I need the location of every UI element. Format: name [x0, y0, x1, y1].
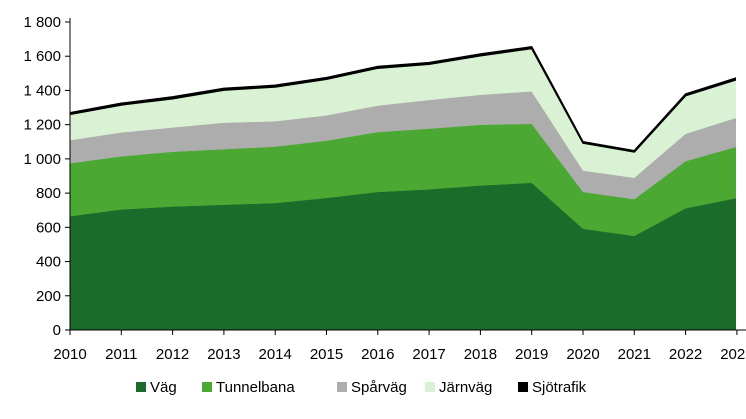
- series-areas: [70, 45, 736, 331]
- legend: Väg Tunnelbana Spårväg Järnväg Sjötrafik: [136, 379, 587, 396]
- legend-label: Väg: [150, 379, 177, 396]
- x-tick-label: 2015: [310, 346, 343, 363]
- legend-label: Spårväg: [351, 379, 407, 396]
- x-tick-label: 2022: [669, 346, 702, 363]
- x-tick-label: 2017: [412, 346, 445, 363]
- legend-label: Sjötrafik: [532, 379, 587, 396]
- legend-item: Sjötrafik: [518, 379, 587, 396]
- x-tick-label: 2016: [361, 346, 394, 363]
- area-series-5: [70, 45, 736, 153]
- legend-swatch: [425, 382, 435, 392]
- legend-swatch: [136, 382, 146, 392]
- x-tick-label: 2019: [515, 346, 548, 363]
- axes: [69, 18, 746, 331]
- legend-item: Tunnelbana: [202, 379, 295, 396]
- legend-label: Tunnelbana: [216, 379, 295, 396]
- legend-swatch: [337, 382, 347, 392]
- legend-swatch: [518, 382, 528, 392]
- legend-swatch: [202, 382, 212, 392]
- x-tick-label: 2014: [259, 346, 292, 363]
- y-tick-label: 1 400: [23, 82, 61, 99]
- y-tick-label: 800: [36, 185, 61, 202]
- x-tick-label: 2013: [207, 346, 240, 363]
- legend-item: Spårväg: [337, 379, 407, 396]
- y-tick-label: 0: [53, 322, 61, 339]
- x-tick-label: 2010: [53, 346, 86, 363]
- y-tick-label: 1 000: [23, 151, 61, 168]
- x-tick-label: 2012: [156, 346, 189, 363]
- x-tick-label: 2018: [464, 346, 497, 363]
- x-tick-label: 2011: [105, 346, 137, 363]
- y-tick-label: 1 200: [23, 117, 61, 134]
- legend-label: Järnväg: [439, 379, 492, 396]
- y-tick-label: 1 800: [23, 14, 61, 31]
- x-tick-label: 2023: [720, 346, 746, 363]
- x-tick-label: 2021: [618, 346, 651, 363]
- legend-item: Väg: [136, 379, 177, 396]
- y-tick-label: 1 600: [23, 48, 61, 65]
- x-axis-ticks: 2010 2011 2012 2013 2014 2015 2016 2017 2018 2019…: [53, 330, 746, 363]
- y-axis-ticks: 0 200 400 600 800 1 000 1 200 1 400 1 600 1 800: [23, 14, 70, 339]
- y-tick-label: 600: [36, 219, 61, 236]
- y-tick-label: 200: [36, 288, 61, 305]
- y-tick-label: 400: [36, 254, 61, 271]
- legend-item: Järnväg: [425, 379, 492, 396]
- x-tick-label: 2020: [566, 346, 599, 363]
